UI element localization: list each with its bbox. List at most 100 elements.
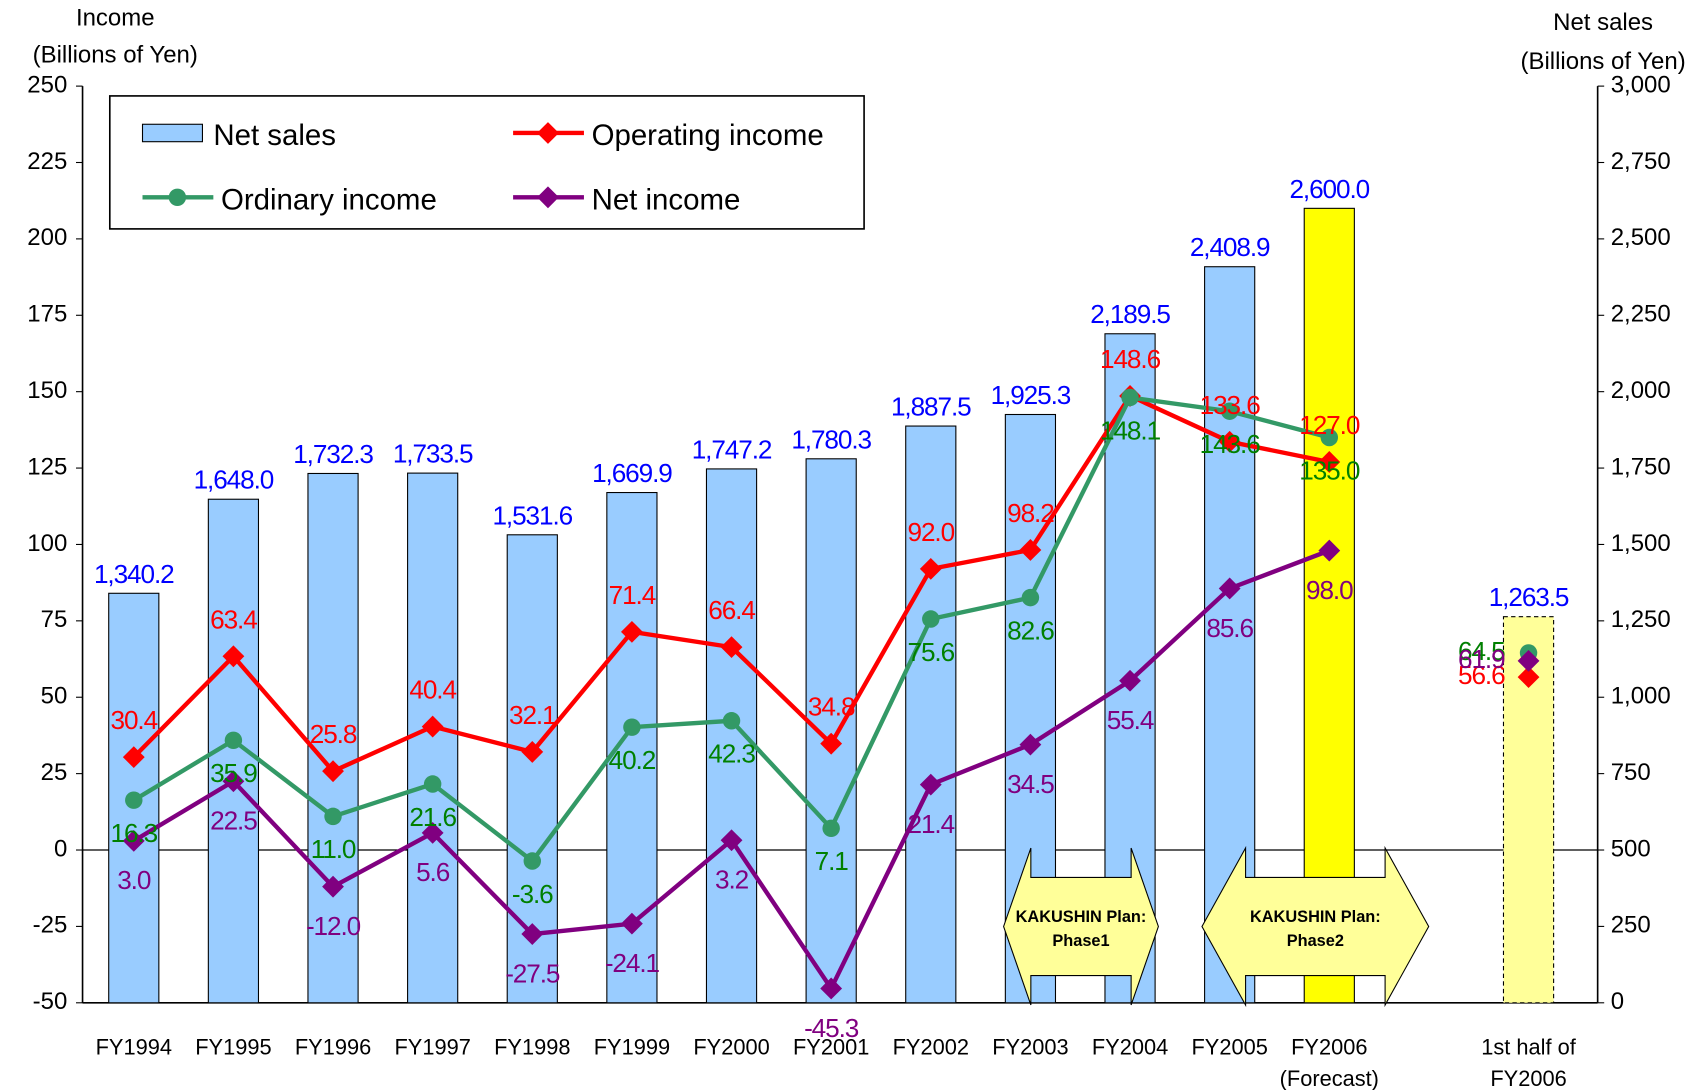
y-tick-label: 100 [27, 530, 67, 557]
legend-label: Ordinary income [221, 183, 437, 216]
bar [805, 458, 857, 1004]
y2-tick-label: 2,000 [1611, 377, 1671, 404]
value-label: 1,648.0 [194, 465, 274, 495]
legend-marker [168, 188, 187, 207]
value-label: 63.4 [210, 604, 257, 634]
bar [407, 472, 459, 1004]
point [1318, 451, 1341, 473]
x-tick-label: FY1998 [494, 1034, 570, 1059]
bar [905, 425, 957, 1004]
point [820, 732, 843, 755]
bar [307, 472, 359, 1004]
value-label: -12.0 [306, 911, 361, 941]
plan-arrows: KAKUSHIN Plan: Phase1 KAKUSHIN Plan: Phase2 [1003, 845, 1430, 1008]
x-tick-label: FY1997 [394, 1034, 470, 1059]
point [720, 636, 743, 659]
point [1318, 539, 1341, 562]
value-label: 1,340.2 [94, 559, 174, 589]
bar [705, 468, 758, 1004]
y2-tick-label: 750 [1611, 759, 1651, 786]
value-label: 25.8 [310, 719, 357, 749]
value-label: 40.2 [609, 745, 656, 775]
point [324, 807, 342, 826]
value-label: -3.6 [512, 879, 553, 909]
y2-tick-label: 3,000 [1611, 71, 1671, 98]
legend-label: Operating income [592, 119, 824, 152]
y2-axis-label: Net sales (Billions of Yen) [1520, 9, 1685, 75]
y-tick-label: 125 [27, 453, 67, 480]
value-label: 98.0 [1306, 575, 1353, 605]
value-label: 30.4 [110, 705, 157, 735]
point [125, 791, 143, 809]
annotation: KAKUSHIN Plan: [1250, 908, 1381, 926]
y-tick-label: 150 [27, 377, 67, 404]
point [122, 746, 145, 769]
y2-tick-label: 2,750 [1611, 148, 1671, 175]
value-label: 85.6 [1206, 613, 1253, 643]
value-label: 21.4 [908, 809, 955, 839]
point [1218, 577, 1241, 600]
value-label: 3.2 [715, 865, 749, 895]
point [322, 875, 344, 898]
value-label: 148.6 [1100, 344, 1161, 374]
y-tick-label: 75 [41, 606, 68, 633]
y-tick-label: 250 [27, 71, 67, 98]
value-label: 56.6 [1458, 660, 1505, 690]
point [423, 775, 442, 793]
point [122, 829, 145, 852]
value-label: 92.0 [908, 517, 955, 547]
value-label: 66.4 [708, 595, 755, 625]
annotation: KAKUSHIN Plan: [1016, 908, 1147, 926]
point [1517, 666, 1540, 688]
value-label: 1,263.5 [1489, 582, 1569, 612]
point [722, 712, 741, 730]
x-tick-label: FY2004 [1092, 1034, 1168, 1059]
point [919, 558, 942, 580]
y2-tick-label: 0 [1611, 988, 1624, 1015]
point [1220, 402, 1239, 420]
value-label: 64.5 [1458, 636, 1505, 666]
x-tick-label: FY1999 [594, 1034, 670, 1059]
y-tick-label: -50 [33, 988, 68, 1015]
value-label: 35.9 [210, 758, 257, 788]
y-tick-label: 225 [27, 148, 67, 175]
y2-tick-label: 500 [1611, 835, 1651, 862]
value-label: -45.3 [804, 1013, 859, 1043]
y-tick-label: -25 [33, 912, 68, 939]
value-label: 34.5 [1007, 769, 1054, 799]
x-tick-label: FY2006 (Forecast) [1280, 1034, 1379, 1090]
y-tick-label: 200 [27, 224, 67, 251]
value-label: 75.6 [908, 637, 955, 667]
y2-tick-label: 1,500 [1611, 530, 1671, 557]
point [720, 829, 743, 852]
y2-tick-label: 1,750 [1611, 453, 1671, 480]
point [820, 977, 843, 1000]
value-label: 82.6 [1007, 615, 1054, 645]
point [1121, 388, 1139, 407]
point [1218, 430, 1241, 453]
bar [1303, 207, 1355, 1004]
x-tick-label: FY1995 [195, 1034, 271, 1059]
y2-tick-label: 1,000 [1611, 683, 1671, 710]
y2-tick-label: 2,250 [1611, 301, 1671, 328]
value-label: 1,747.2 [692, 434, 772, 464]
value-label: 55.4 [1107, 705, 1154, 735]
value-label: 1,733.5 [393, 439, 473, 469]
value-label: 32.1 [509, 700, 556, 730]
point [922, 610, 940, 628]
value-label: 1,732.3 [293, 439, 373, 469]
value-label: 148.1 [1100, 415, 1161, 445]
value-label: 40.4 [409, 675, 456, 705]
annotation: Phase1 [1052, 932, 1109, 950]
value-label: 143.6 [1200, 429, 1261, 459]
legend: Net sales Operating income Ordinary income… [108, 95, 865, 230]
y2-tick-label: 2,500 [1611, 224, 1671, 251]
value-label: 11.0 [311, 834, 356, 864]
x-tick-label: 1st half of FY2006 [1481, 1034, 1576, 1090]
y2-tick-label: 250 [1611, 912, 1651, 939]
value-label: 61.9 [1458, 644, 1505, 674]
point [1320, 428, 1339, 447]
plan-arrow [1201, 845, 1430, 1008]
point [521, 923, 544, 945]
value-label: 34.8 [808, 692, 855, 722]
